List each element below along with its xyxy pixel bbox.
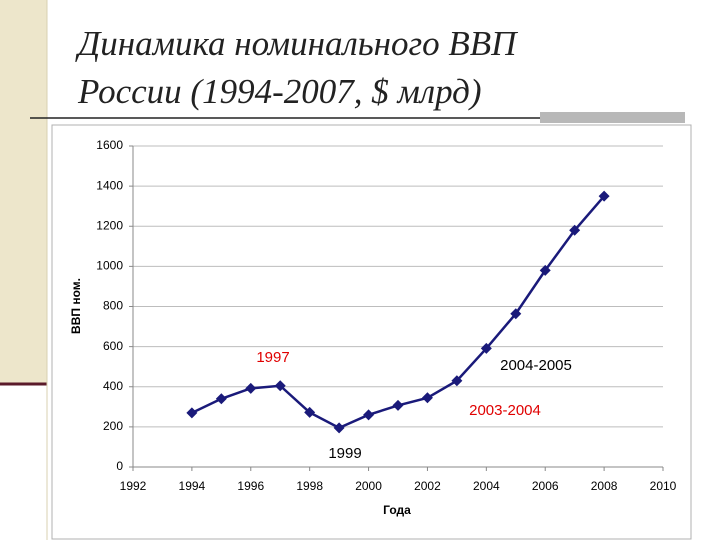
- data-point: [333, 422, 345, 434]
- y-tick-label: 1200: [96, 218, 123, 232]
- x-tick-label: 2000: [355, 479, 382, 493]
- x-tick-label: 1992: [120, 479, 147, 493]
- side-strip: [0, 0, 47, 384]
- chart-title: Динамика номинального ВВП: [75, 24, 518, 63]
- y-tick-label: 1600: [96, 138, 123, 152]
- annotation: 1997: [256, 349, 289, 366]
- chart-frame: [51, 124, 692, 540]
- x-tick-label: 1994: [179, 479, 206, 493]
- y-axis-label: ВВП ном.: [69, 278, 83, 334]
- y-tick-label: 1400: [96, 178, 123, 192]
- x-tick-label: 2004: [473, 479, 500, 493]
- y-tick-label: 400: [103, 379, 123, 393]
- x-tick-label: 2010: [650, 479, 677, 493]
- x-tick-label: 2006: [532, 479, 559, 493]
- data-point: [569, 224, 581, 236]
- data-point: [392, 399, 404, 411]
- data-point: [451, 375, 463, 387]
- x-tick-label: 1998: [296, 479, 323, 493]
- data-point: [304, 406, 316, 418]
- data-point: [421, 392, 433, 404]
- y-tick-label: 800: [103, 299, 123, 313]
- data-point: [363, 409, 375, 421]
- x-axis-label: Года: [383, 503, 411, 517]
- data-point: [245, 382, 257, 394]
- y-tick-label: 200: [103, 419, 123, 433]
- y-tick-label: 0: [116, 459, 123, 473]
- data-point: [598, 190, 610, 202]
- data-point: [186, 407, 198, 419]
- data-point: [539, 264, 551, 276]
- annotation: 2004-2005: [500, 357, 572, 374]
- y-tick-label: 1000: [96, 259, 123, 273]
- annotation: 1999: [328, 445, 361, 462]
- data-point: [215, 393, 227, 405]
- x-tick-label: 2002: [414, 479, 441, 493]
- x-tick-label: 1996: [237, 479, 264, 493]
- data-point: [480, 342, 492, 354]
- data-point: [510, 308, 522, 320]
- annotation: 2003-2004: [469, 402, 541, 419]
- data-point: [274, 380, 286, 392]
- chart-title: России (1994-2007, $ млрд): [77, 72, 482, 111]
- x-tick-label: 2008: [591, 479, 618, 493]
- y-tick-label: 600: [103, 339, 123, 353]
- title-bar: [540, 112, 685, 123]
